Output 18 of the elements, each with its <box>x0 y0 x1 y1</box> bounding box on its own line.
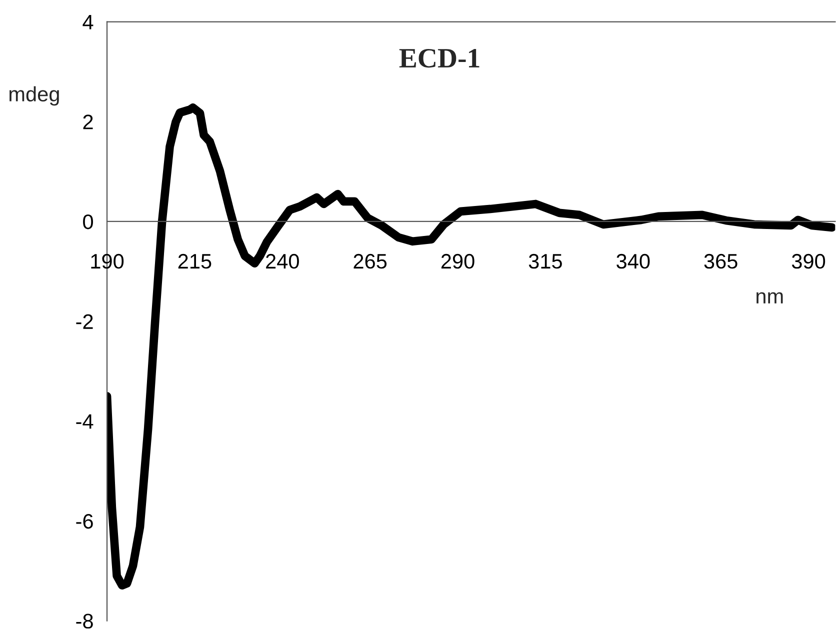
x-tick-label: 240 <box>266 254 299 269</box>
x-tick-label: 340 <box>616 254 650 269</box>
text: ECD-1 <box>399 48 480 68</box>
x-axis-title: nm <box>756 292 783 304</box>
x-tick-label: 265 <box>354 254 387 269</box>
y-tick-label: 4 <box>82 14 94 30</box>
x-tick-label: 215 <box>178 254 212 269</box>
y-tick-label: 0 <box>83 214 93 230</box>
x-tick-label: 290 <box>441 254 474 269</box>
x-tick-label: 315 <box>528 254 562 269</box>
x-tick-label: 390 <box>792 254 826 269</box>
y-tick-label: -4 <box>76 414 94 429</box>
x-tick-label: 365 <box>704 254 738 269</box>
y-tick-label: -8 <box>76 614 93 629</box>
y-tick-label: -2 <box>76 314 93 329</box>
y-axis-title: mdeg <box>10 86 59 106</box>
y-tick-label: -6 <box>76 514 93 529</box>
y-tick-label: 2 <box>83 114 93 130</box>
